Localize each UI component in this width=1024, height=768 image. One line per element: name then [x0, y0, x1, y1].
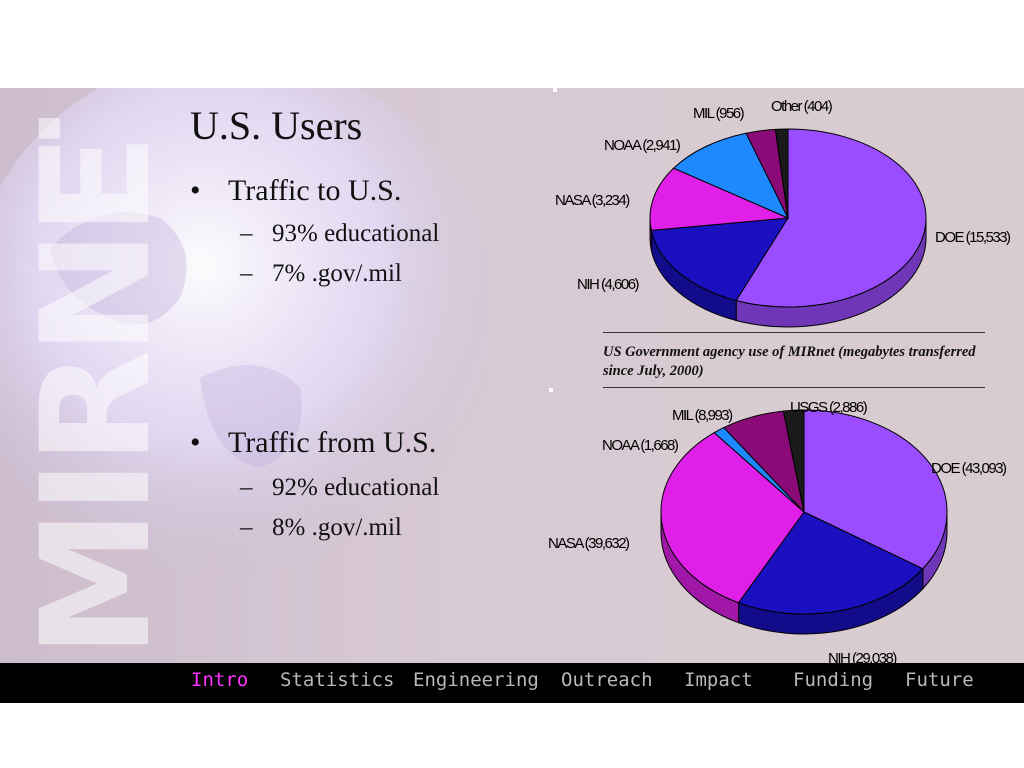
sub-glyph: –	[240, 514, 253, 541]
pie-slice-label: NIH (29,038)	[828, 650, 897, 663]
nav-funding[interactable]: Funding	[793, 669, 874, 691]
pie-slice-label: Other (404)	[771, 98, 833, 115]
bullet-text: Traffic to U.S.	[228, 174, 402, 207]
pie-slice-label: NASA (39,632)	[548, 535, 630, 552]
nav-engineering[interactable]: Engineering	[413, 669, 539, 691]
bullet-traffic-to: • Traffic to U.S.	[190, 174, 401, 208]
pie-slice-label: NIH (4,606)	[577, 276, 640, 293]
bullet-glyph: •	[190, 174, 201, 207]
pie-slice	[782, 409, 805, 513]
pie-slice	[649, 167, 789, 231]
nav-impact[interactable]: Impact	[684, 669, 753, 691]
bullet-glyph: •	[190, 426, 201, 459]
mirnet-logo: MIRNET	[10, 118, 175, 658]
pie-slice-label: NOAA (2,941)	[604, 137, 681, 154]
marker-dot	[549, 388, 553, 392]
sub-bullet-text: 93% educational	[272, 220, 440, 247]
pie-slice	[737, 511, 924, 615]
sub-bullet-text: 8% .gov/.mil	[272, 514, 402, 541]
sub-bullet-text: 92% educational	[272, 474, 440, 501]
pie-slice-label: USGS (2,886)	[790, 399, 868, 416]
sub-bullet: –8% .gov/.mil	[240, 514, 402, 542]
logo-text: MIRNET	[10, 118, 175, 658]
chart-caption: US Government agency use of MIRnet (mega…	[603, 332, 985, 388]
pie-slice	[672, 132, 790, 220]
pie-slice-label: DOE (15,533)	[935, 229, 1011, 246]
slide-background: MIRNET U.S. Users • Traffic to U.S. –93% …	[0, 88, 1024, 663]
sub-glyph: –	[240, 220, 253, 247]
nav-future[interactable]: Future	[905, 669, 974, 691]
pie-slice-label: NASA (3,234)	[555, 192, 630, 209]
sub-bullet-text: 7% .gov/.mil	[272, 260, 402, 287]
pie-chart-to-us: DOE (15,533) NIH (4,606) NASA (3,234) NOAA …	[555, 98, 1013, 328]
pie-slice	[735, 128, 927, 308]
pie-slice-label: DOE (43,093)	[931, 460, 1007, 477]
sub-bullet: –7% .gov/.mil	[240, 260, 402, 288]
globe-image	[0, 88, 495, 583]
pie-slice	[774, 128, 789, 219]
slide-title: U.S. Users	[190, 103, 363, 148]
pie-slice-label: MIL (8,993)	[672, 407, 733, 424]
pie-slice	[650, 217, 789, 302]
marker-dot	[553, 88, 557, 92]
nav-intro[interactable]: Intro	[191, 669, 249, 691]
nav-statistics[interactable]: Statistics	[280, 669, 395, 691]
sub-glyph: –	[240, 474, 253, 501]
sub-bullet: –92% educational	[240, 474, 439, 502]
pie-slice	[660, 432, 805, 604]
sub-bullet: –93% educational	[240, 220, 439, 248]
pie-chart-from-us: DOE (43,093) NIH (29,038) NASA (39,632) NOA…	[548, 399, 1009, 663]
pie-slice-label: NOAA (1,668)	[602, 437, 679, 454]
nav-bar: Intro Statistics Engineering Outreach Im…	[0, 663, 1024, 703]
bullet-traffic-from: • Traffic from U.S.	[190, 426, 436, 460]
nav-outreach[interactable]: Outreach	[561, 669, 653, 691]
pie-slice-label: MIL (956)	[693, 105, 745, 122]
sub-glyph: –	[240, 260, 253, 287]
bullet-text: Traffic from U.S.	[228, 426, 437, 459]
